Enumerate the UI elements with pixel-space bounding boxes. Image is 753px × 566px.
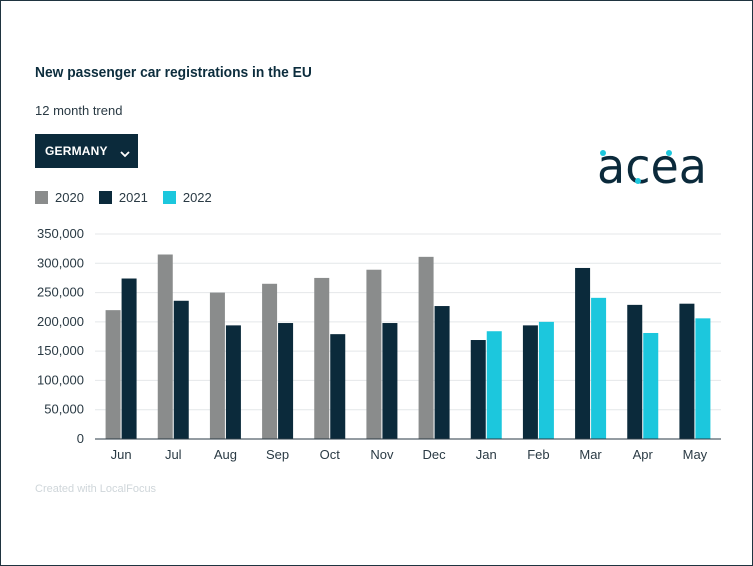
x-tick-label: Jan bbox=[476, 447, 497, 462]
x-tick-label: Nov bbox=[370, 447, 394, 462]
bar-2021-feb bbox=[522, 325, 538, 439]
bar-2021-aug bbox=[225, 325, 241, 439]
chevron-down-icon bbox=[120, 147, 130, 158]
bar-2020-jun bbox=[105, 310, 121, 439]
y-tick-label: 300,000 bbox=[37, 255, 84, 270]
bar-2022-feb bbox=[538, 321, 554, 439]
acea-logo-text: acea bbox=[597, 143, 707, 189]
logo-dot bbox=[635, 178, 641, 184]
bar-2022-may bbox=[695, 318, 711, 439]
bar-2020-oct bbox=[314, 277, 330, 439]
bar-2022-jan bbox=[486, 331, 502, 439]
legend-item-2022[interactable]: 2022 bbox=[162, 190, 212, 205]
bar-2022-apr bbox=[643, 332, 659, 439]
x-tick-label: Sep bbox=[266, 447, 289, 462]
legend-swatch bbox=[162, 191, 176, 204]
legend-swatch bbox=[35, 191, 48, 204]
logo-dot bbox=[600, 150, 606, 156]
y-tick-label: 250,000 bbox=[37, 285, 84, 300]
chart-title: New passenger car registrations in the E… bbox=[35, 64, 312, 81]
bar-2021-sep bbox=[278, 323, 294, 439]
chart-legend: 2020 2021 2022 bbox=[35, 190, 227, 205]
legend-label: 2020 bbox=[55, 190, 84, 205]
y-tick-label: 200,000 bbox=[37, 314, 84, 329]
legend-label: 2022 bbox=[182, 190, 212, 205]
x-tick-label: Dec bbox=[423, 447, 447, 462]
localfocus-credit: Created with LocalFocus bbox=[35, 483, 157, 495]
x-tick-label: Jul bbox=[165, 447, 182, 462]
x-tick-label: Feb bbox=[527, 447, 549, 462]
chart-subtitle: 12 month trend bbox=[35, 103, 123, 118]
legend-item-2020[interactable]: 2020 bbox=[35, 190, 84, 205]
bar-2020-dec bbox=[418, 256, 434, 439]
x-tick-label: Mar bbox=[579, 447, 602, 462]
bar-2020-nov bbox=[366, 269, 382, 439]
bar-2021-mar bbox=[575, 267, 591, 439]
country-dropdown[interactable]: GERMANY bbox=[35, 134, 138, 168]
legend-item-2021[interactable]: 2021 bbox=[98, 190, 148, 205]
legend-label: 2021 bbox=[118, 190, 148, 205]
bar-2020-aug bbox=[209, 292, 225, 439]
bar-2021-may bbox=[679, 303, 695, 439]
y-tick-label: 50,000 bbox=[44, 402, 84, 417]
y-tick-label: 150,000 bbox=[37, 343, 84, 358]
x-tick-label: Aug bbox=[214, 447, 237, 462]
x-tick-label: May bbox=[683, 447, 708, 462]
y-tick-label: 350,000 bbox=[37, 226, 84, 241]
x-tick-label: Apr bbox=[633, 447, 654, 462]
bar-2020-jul bbox=[157, 254, 173, 439]
y-tick-label: 100,000 bbox=[37, 372, 84, 387]
y-tick-label: 0 bbox=[77, 431, 84, 446]
acea-logo: acea bbox=[597, 143, 707, 189]
bar-2021-apr bbox=[627, 304, 643, 439]
x-tick-label: Jun bbox=[111, 447, 132, 462]
x-tick-label: Oct bbox=[320, 447, 341, 462]
bar-2021-dec bbox=[434, 306, 450, 439]
bar-2021-jan bbox=[470, 340, 486, 439]
logo-dot bbox=[666, 150, 672, 156]
bar-2022-mar bbox=[591, 297, 607, 439]
legend-swatch bbox=[98, 191, 112, 204]
bar-2021-jul bbox=[173, 300, 189, 439]
bar-2021-oct bbox=[330, 334, 346, 439]
bar-2020-sep bbox=[262, 283, 278, 439]
country-dropdown-value: GERMANY bbox=[45, 144, 108, 158]
bar-2021-nov bbox=[382, 323, 398, 439]
bar-2021-jun bbox=[121, 278, 137, 439]
